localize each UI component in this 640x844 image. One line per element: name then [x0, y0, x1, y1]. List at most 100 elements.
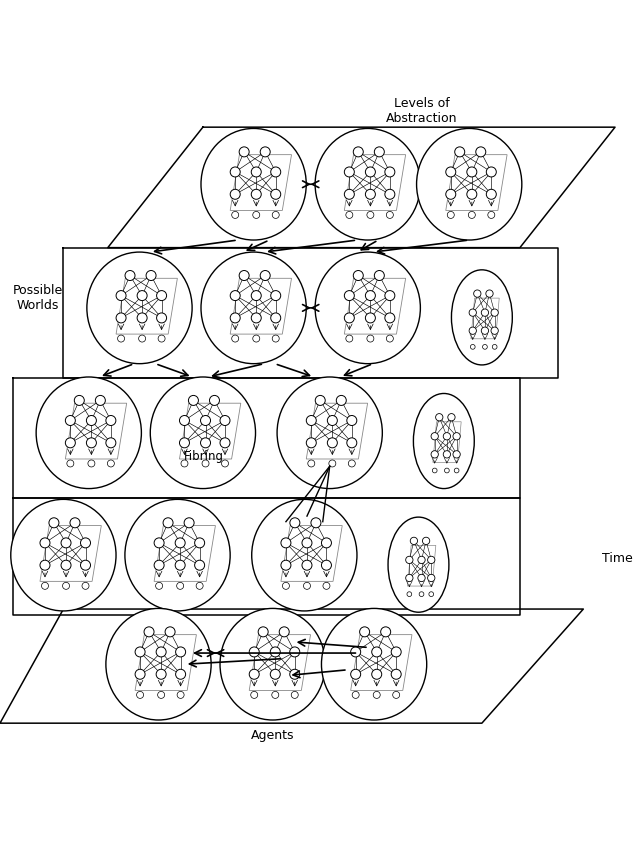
Circle shape: [307, 438, 316, 448]
Circle shape: [372, 647, 381, 657]
Circle shape: [74, 396, 84, 405]
Circle shape: [95, 396, 106, 405]
Circle shape: [209, 396, 220, 405]
Circle shape: [391, 647, 401, 657]
Circle shape: [385, 167, 395, 177]
Circle shape: [406, 556, 413, 564]
Circle shape: [406, 574, 413, 582]
Circle shape: [175, 647, 186, 657]
Circle shape: [163, 517, 173, 528]
Circle shape: [483, 344, 487, 349]
Circle shape: [40, 560, 50, 571]
Circle shape: [307, 415, 316, 425]
Circle shape: [348, 460, 355, 467]
Circle shape: [116, 313, 126, 323]
Circle shape: [344, 167, 355, 177]
Circle shape: [316, 396, 325, 405]
Circle shape: [372, 669, 381, 679]
Circle shape: [252, 313, 261, 323]
Circle shape: [492, 344, 497, 349]
Circle shape: [156, 669, 166, 679]
Ellipse shape: [87, 252, 192, 364]
Circle shape: [290, 517, 300, 528]
Circle shape: [61, 560, 71, 571]
Circle shape: [106, 438, 116, 448]
Circle shape: [270, 669, 280, 679]
Circle shape: [179, 438, 189, 448]
Circle shape: [290, 647, 300, 657]
Circle shape: [448, 414, 455, 421]
Circle shape: [116, 290, 126, 300]
Ellipse shape: [315, 128, 420, 240]
Circle shape: [467, 167, 477, 177]
Circle shape: [365, 313, 376, 323]
Circle shape: [188, 396, 198, 405]
Circle shape: [118, 335, 125, 342]
Circle shape: [137, 290, 147, 300]
Circle shape: [135, 669, 145, 679]
Circle shape: [346, 335, 353, 342]
Circle shape: [253, 211, 260, 219]
Circle shape: [302, 538, 312, 548]
Circle shape: [455, 147, 465, 157]
Ellipse shape: [252, 500, 357, 611]
Ellipse shape: [201, 252, 307, 364]
Circle shape: [422, 538, 429, 544]
Circle shape: [230, 313, 240, 323]
Ellipse shape: [277, 377, 382, 489]
Circle shape: [67, 460, 74, 467]
Circle shape: [252, 189, 261, 199]
Circle shape: [175, 538, 185, 548]
Circle shape: [253, 335, 260, 342]
Ellipse shape: [388, 517, 449, 612]
Circle shape: [365, 189, 376, 199]
Circle shape: [327, 438, 337, 448]
Circle shape: [474, 290, 481, 297]
Circle shape: [374, 147, 385, 157]
Circle shape: [373, 691, 380, 698]
Circle shape: [486, 290, 493, 297]
Circle shape: [321, 560, 332, 571]
Circle shape: [184, 517, 194, 528]
Circle shape: [200, 438, 211, 448]
Circle shape: [251, 691, 258, 698]
Circle shape: [367, 211, 374, 219]
Circle shape: [260, 271, 270, 280]
Circle shape: [144, 627, 154, 637]
Circle shape: [272, 691, 279, 698]
Circle shape: [135, 647, 145, 657]
Circle shape: [220, 415, 230, 425]
Circle shape: [139, 335, 146, 342]
Circle shape: [385, 189, 395, 199]
Circle shape: [488, 211, 495, 219]
Circle shape: [454, 468, 459, 473]
Circle shape: [177, 691, 184, 698]
Circle shape: [410, 538, 417, 544]
Circle shape: [351, 669, 361, 679]
Circle shape: [303, 582, 310, 589]
Circle shape: [230, 167, 240, 177]
Circle shape: [195, 560, 205, 571]
Circle shape: [381, 627, 390, 637]
Circle shape: [196, 582, 203, 589]
Text: Time: Time: [602, 552, 633, 565]
Circle shape: [347, 415, 357, 425]
Text: Agents: Agents: [251, 729, 294, 743]
Circle shape: [195, 538, 205, 548]
Circle shape: [157, 290, 166, 300]
Circle shape: [271, 189, 281, 199]
Circle shape: [49, 517, 59, 528]
Circle shape: [470, 344, 475, 349]
Circle shape: [249, 669, 259, 679]
Circle shape: [346, 211, 353, 219]
Circle shape: [453, 451, 460, 458]
Circle shape: [221, 460, 228, 467]
Circle shape: [481, 327, 488, 334]
Circle shape: [321, 538, 332, 548]
Circle shape: [365, 167, 376, 177]
Circle shape: [445, 468, 449, 473]
Circle shape: [179, 415, 189, 425]
Circle shape: [181, 460, 188, 467]
Circle shape: [230, 290, 240, 300]
Circle shape: [200, 415, 211, 425]
